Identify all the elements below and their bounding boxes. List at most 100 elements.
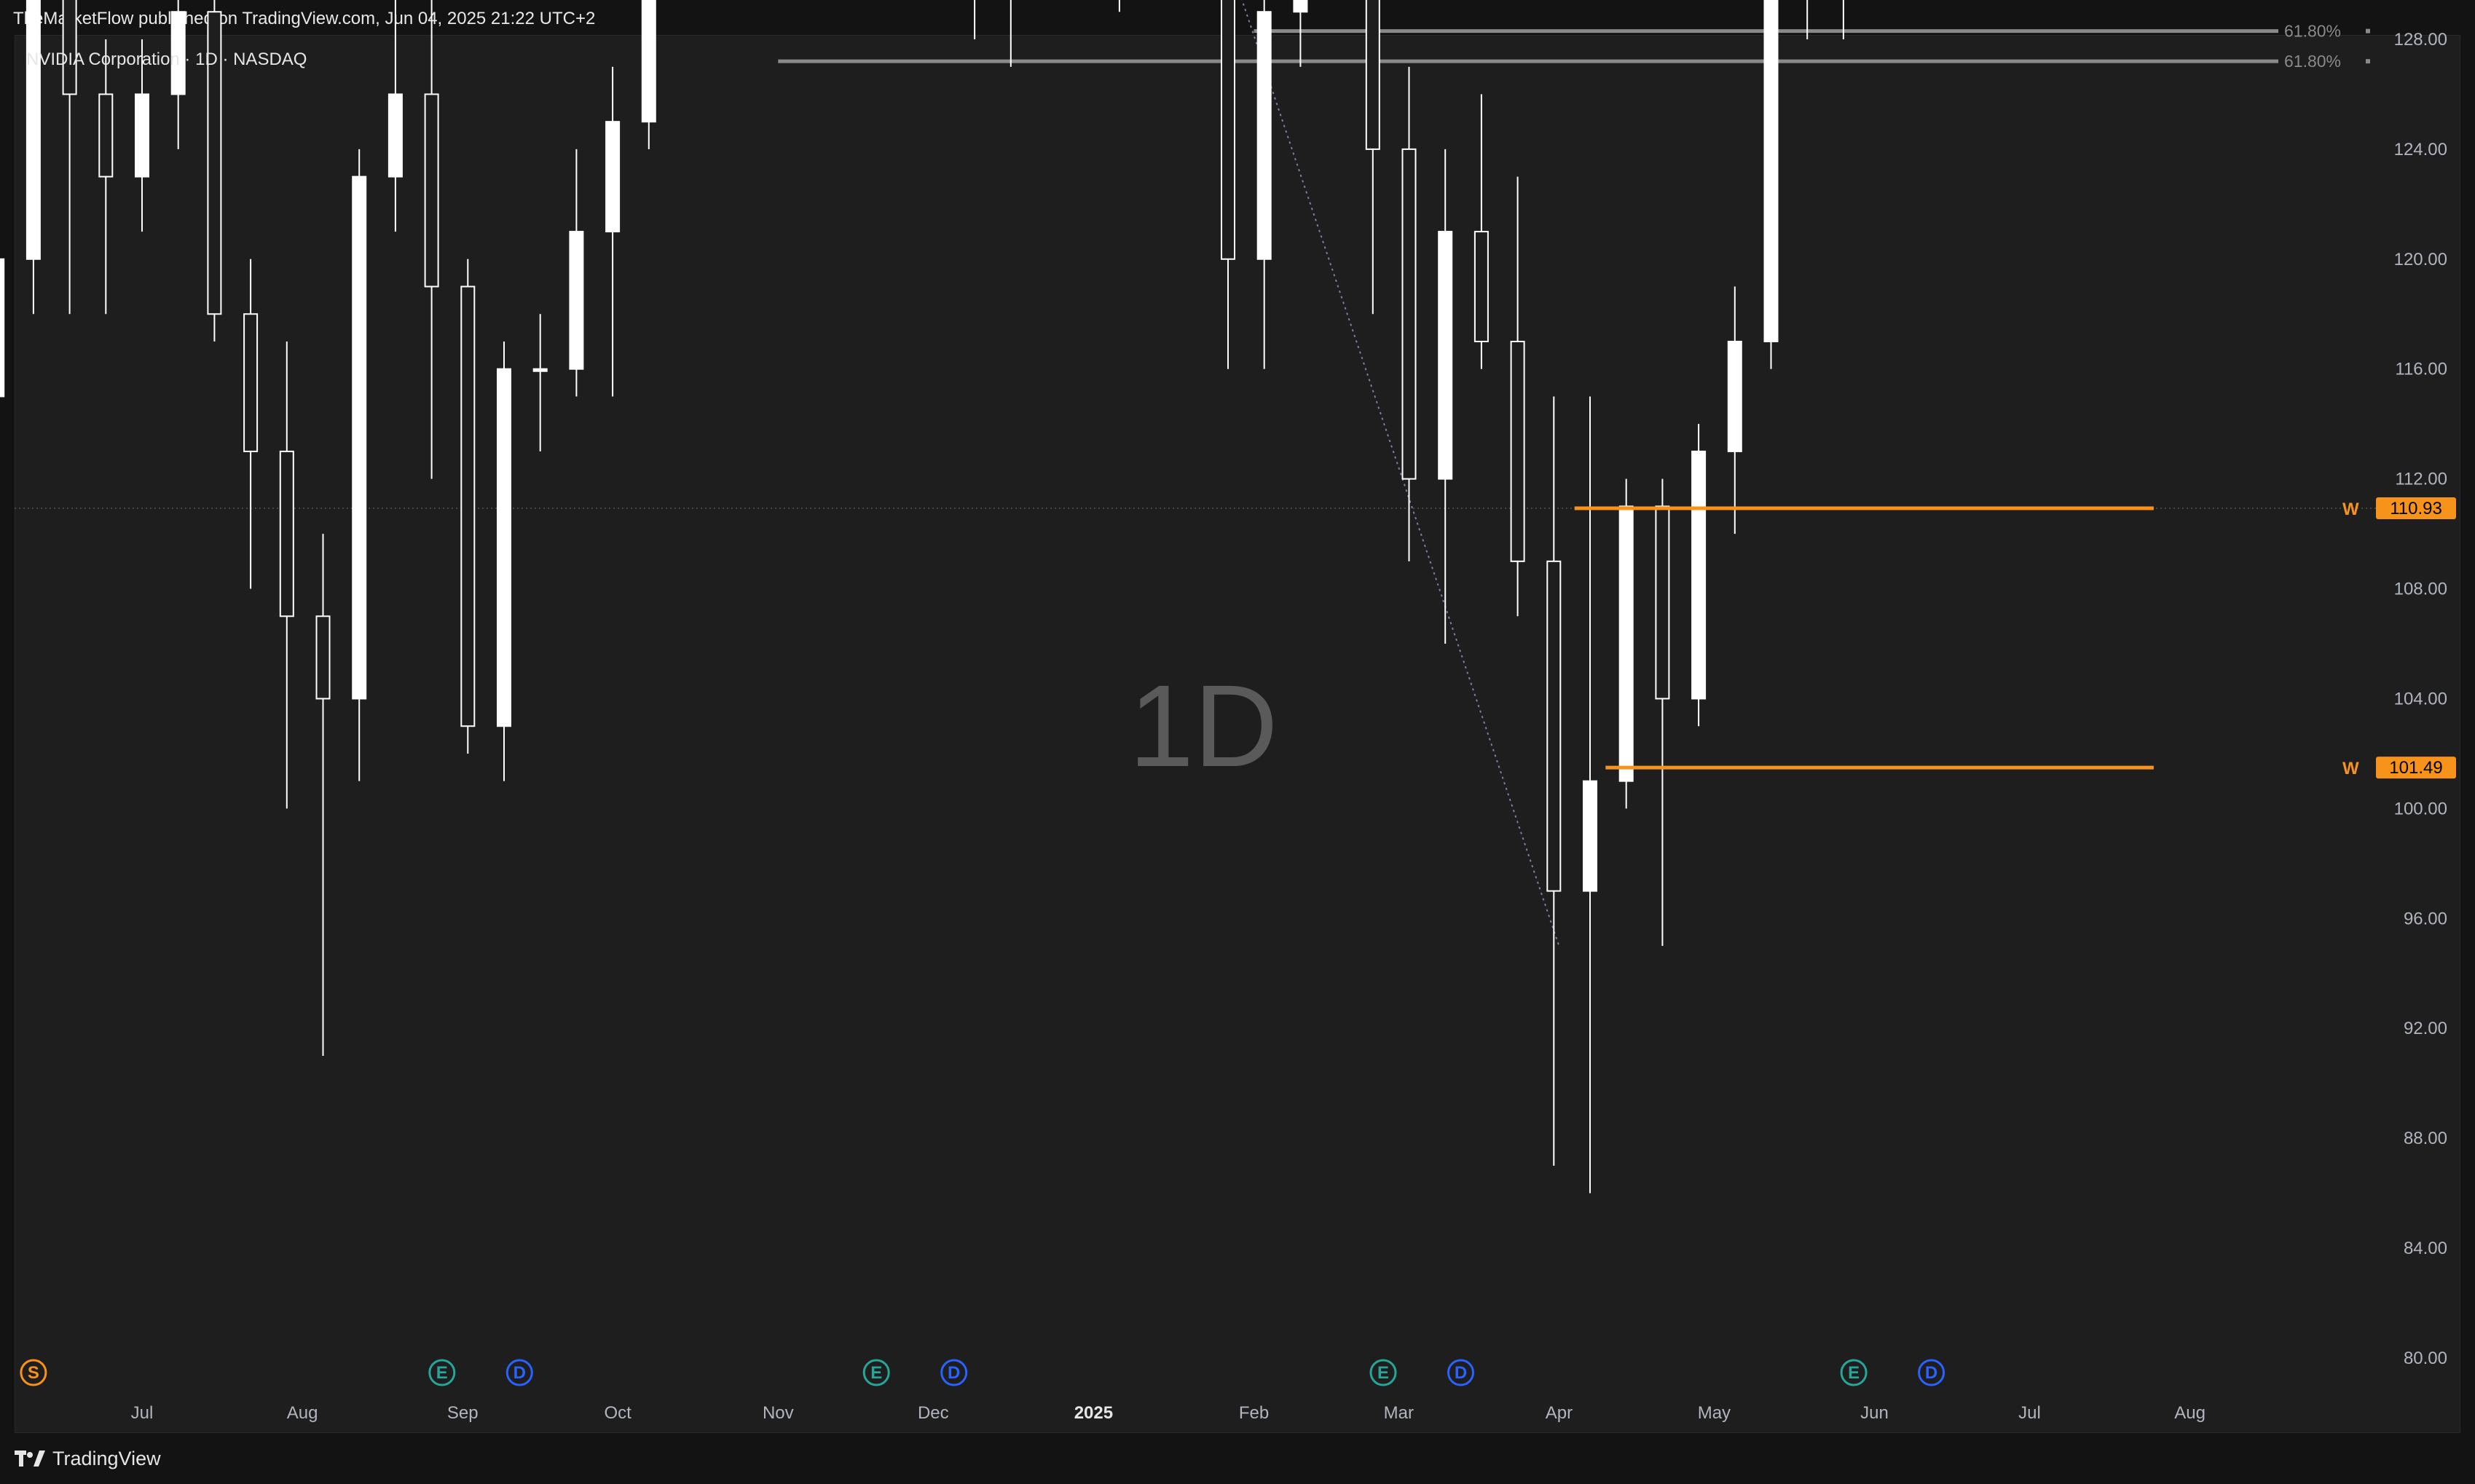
- dotted-line-layer: [1241, 0, 1560, 947]
- x-tick-label: 2025: [1074, 1403, 1113, 1423]
- candle-body: [243, 313, 259, 452]
- y-tick-label: 96.00: [2404, 909, 2447, 928]
- candle-body: [605, 121, 621, 233]
- x-tick-label: Oct: [605, 1403, 632, 1423]
- y-tick-label: 120.00: [2394, 250, 2447, 269]
- candle-body: [0, 258, 5, 398]
- x-tick-label: Jul: [2018, 1403, 2041, 1423]
- candle-body: [170, 11, 186, 95]
- candle-body: [1655, 505, 1670, 700]
- y-tick-label: 84.00: [2404, 1239, 2447, 1258]
- event-marker-e: [428, 1359, 456, 1386]
- fib-level-dot: [2366, 59, 2370, 64]
- candle-body: [1763, 0, 1779, 342]
- candle-body: [532, 368, 548, 372]
- y-tick-label: 112.00: [2395, 470, 2447, 489]
- x-tick-label: Jun: [1860, 1403, 1889, 1423]
- candle-body: [1510, 340, 1525, 562]
- x-tick-label: Apr: [1546, 1403, 1573, 1423]
- candle-body: [497, 368, 511, 727]
- candle-body: [1401, 148, 1417, 480]
- y-tick-label: 116.00: [2395, 360, 2447, 379]
- candle-body: [62, 0, 77, 95]
- candle-body: [641, 0, 656, 123]
- event-marker-label: D: [514, 1363, 526, 1383]
- publish-bar: TheMarketFlow published on TradingView.c…: [0, 0, 2475, 35]
- candle-body: [569, 231, 584, 370]
- level-side-label: W: [2342, 759, 2359, 778]
- event-marker-label: S: [28, 1363, 39, 1383]
- event-marker-label: E: [1848, 1363, 1860, 1383]
- x-tick-label: Sep: [447, 1403, 479, 1423]
- x-tick-label: Mar: [1384, 1403, 1414, 1423]
- event-marker-e: [1840, 1359, 1868, 1386]
- event-marker-d: [940, 1359, 968, 1386]
- chart-frame[interactable]: [15, 35, 2460, 1433]
- event-marker-label: D: [948, 1363, 960, 1383]
- event-marker-e: [1369, 1359, 1397, 1386]
- fib-level-label: 61.80%: [2284, 52, 2341, 71]
- event-marker-s: [20, 1359, 47, 1386]
- x-tick-label: May: [1698, 1403, 1731, 1423]
- price-axis: 176.00172.00168.00164.00160.00156.00152.…: [2394, 30, 2447, 1368]
- candle-body: [387, 93, 403, 178]
- x-tick-label: Aug: [2174, 1403, 2206, 1423]
- candle-body: [98, 93, 114, 178]
- event-marker-d: [1447, 1359, 1474, 1386]
- candle-body: [315, 615, 331, 700]
- candles: [0, 0, 1844, 1193]
- candle-body: [1293, 0, 1308, 13]
- candle-body: [1691, 450, 1707, 700]
- event-marker-label: E: [870, 1363, 882, 1383]
- candle-body: [352, 175, 367, 700]
- candle-body: [424, 93, 439, 288]
- y-tick-label: 124.00: [2394, 140, 2447, 159]
- candle-body: [1473, 231, 1489, 342]
- y-tick-label: 80.00: [2404, 1349, 2447, 1368]
- price-tag: [2376, 757, 2456, 779]
- symbol-legend[interactable]: NVIDIA Corporation · 1D · NASDAQ: [26, 50, 307, 69]
- event-marker-label: E: [436, 1363, 448, 1383]
- candle-body: [1438, 231, 1453, 480]
- candle-body: [1618, 505, 1634, 782]
- interval-watermark: 1D: [1129, 660, 1278, 791]
- x-tick-label: Jul: [131, 1403, 154, 1423]
- event-marker-e: [862, 1359, 890, 1386]
- tradingview-logo-icon: [15, 1451, 45, 1467]
- x-tick-label: Aug: [287, 1403, 318, 1423]
- time-axis: Jul Aug Sep Oct Nov Dec 2025 Feb Mar Apr May Jun Jul…: [131, 1403, 2206, 1423]
- price-tag-label: 110.93: [2390, 499, 2442, 518]
- tradingview-brand[interactable]: TradingView: [15, 1444, 161, 1473]
- fib-level-label: 61.80%: [2284, 22, 2341, 41]
- x-tick-label: Nov: [763, 1403, 794, 1423]
- y-tick-label: 108.00: [2394, 580, 2447, 599]
- level-side-label: W: [2342, 500, 2359, 519]
- x-tick-label: Dec: [918, 1403, 949, 1423]
- candle-body: [1727, 340, 1742, 452]
- candle-body: [1583, 780, 1597, 892]
- event-marker-label: D: [1925, 1363, 1937, 1383]
- dotted-diagonal-line: [1241, 0, 1560, 947]
- y-tick-label: 104.00: [2394, 689, 2447, 709]
- y-tick-label: 88.00: [2404, 1129, 2447, 1148]
- y-tick-label: 92.00: [2404, 1019, 2447, 1038]
- y-tick-label: 100.00: [2394, 799, 2447, 818]
- candle-body: [1365, 0, 1380, 150]
- price-tag-label: 101.49: [2389, 758, 2442, 778]
- candle-body: [1256, 11, 1272, 260]
- brand-label: TradingView: [52, 1447, 161, 1469]
- fib-levels: 150.00%138.20%138.20%123.60%123.60%113.2…: [778, 22, 2370, 71]
- candle-body: [460, 285, 476, 727]
- candle-body: [135, 93, 149, 178]
- event-marker-d: [505, 1359, 533, 1386]
- event-marker-label: E: [1377, 1363, 1389, 1383]
- event-marker-label: D: [1455, 1363, 1467, 1383]
- event-marker-d: [1918, 1359, 1945, 1386]
- candle-body: [207, 11, 222, 315]
- candle-body: [1221, 0, 1235, 260]
- candle-body: [25, 0, 41, 260]
- fib-level-dot: [2366, 28, 2370, 33]
